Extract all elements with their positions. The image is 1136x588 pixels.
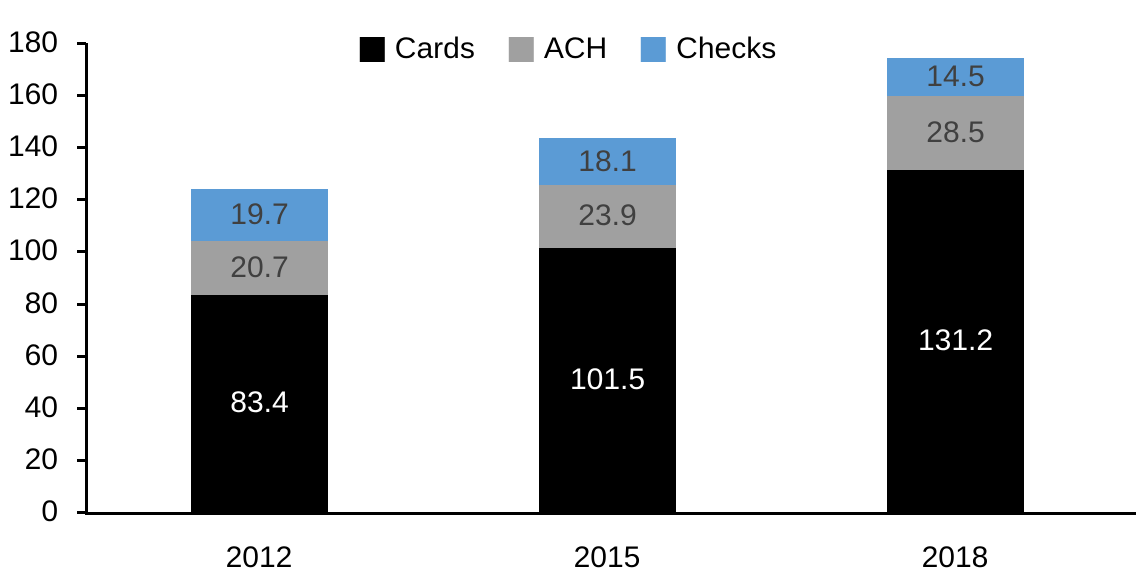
- y-tick-label: 0: [41, 495, 58, 528]
- bar-segment-cards-2015: 101.5: [539, 247, 676, 512]
- y-tick-mark: [77, 355, 86, 358]
- y-tick-label: 100: [7, 234, 58, 267]
- y-tick-mark: [77, 303, 86, 306]
- bar-value-label: 23.9: [578, 199, 637, 233]
- legend-swatch-ach: [508, 36, 534, 62]
- bar-segment-ach-2015: 23.9: [539, 185, 676, 248]
- y-tick-mark: [77, 146, 86, 149]
- bar-value-label: 28.5: [926, 116, 985, 150]
- legend-label-ach: ACH: [543, 32, 608, 65]
- y-tick-mark: [77, 94, 86, 97]
- x-axis-line: [85, 512, 1136, 515]
- bar-segment-checks-2012: 19.7: [191, 189, 328, 241]
- y-tick-mark: [77, 511, 86, 514]
- legend-label-cards: Cards: [394, 32, 475, 65]
- bar-value-label: 83.4: [230, 386, 289, 420]
- y-tick-mark: [77, 250, 86, 253]
- y-tick-label: 40: [24, 391, 58, 424]
- bar-segment-cards-2018: 131.2: [887, 170, 1024, 512]
- y-tick-label: 140: [7, 130, 58, 163]
- bar-segment-checks-2018: 14.5: [887, 58, 1024, 96]
- legend-label-checks: Checks: [676, 32, 777, 65]
- y-tick-label: 80: [24, 287, 58, 320]
- bar-value-label: 18.1: [578, 144, 637, 178]
- y-axis-line: [85, 43, 88, 515]
- bar-value-label: 19.7: [230, 198, 289, 232]
- y-tick-mark: [77, 198, 86, 201]
- x-tick-label-2018: 2018: [921, 541, 989, 574]
- x-tick-label-2015: 2015: [573, 541, 641, 574]
- bar-value-label: 20.7: [230, 250, 289, 284]
- y-tick-mark: [77, 407, 86, 410]
- bar-segment-ach-2018: 28.5: [887, 95, 1024, 171]
- bar-value-label: 131.2: [917, 324, 994, 358]
- legend-item-ach: ACH: [508, 32, 608, 65]
- bar-segment-ach-2012: 20.7: [191, 240, 328, 295]
- y-tick-mark: [77, 459, 86, 462]
- y-tick-mark: [77, 42, 86, 45]
- legend-swatch-checks: [641, 36, 667, 62]
- legend-swatch-cards: [359, 36, 385, 62]
- bar-segment-checks-2015: 18.1: [539, 138, 676, 186]
- x-tick-label-2012: 2012: [225, 541, 293, 574]
- y-tick-label: 20: [24, 443, 58, 476]
- legend-item-cards: Cards: [359, 32, 475, 65]
- bar-value-label: 14.5: [926, 59, 985, 93]
- y-tick-label: 180: [7, 26, 58, 59]
- bar-segment-cards-2012: 83.4: [191, 294, 328, 512]
- y-tick-label: 160: [7, 78, 58, 111]
- legend: Cards ACH Checks: [359, 32, 776, 65]
- y-tick-label: 60: [24, 339, 58, 372]
- legend-item-checks: Checks: [641, 34, 776, 64]
- bar-value-label: 101.5: [569, 362, 646, 396]
- y-tick-label: 120: [7, 182, 58, 215]
